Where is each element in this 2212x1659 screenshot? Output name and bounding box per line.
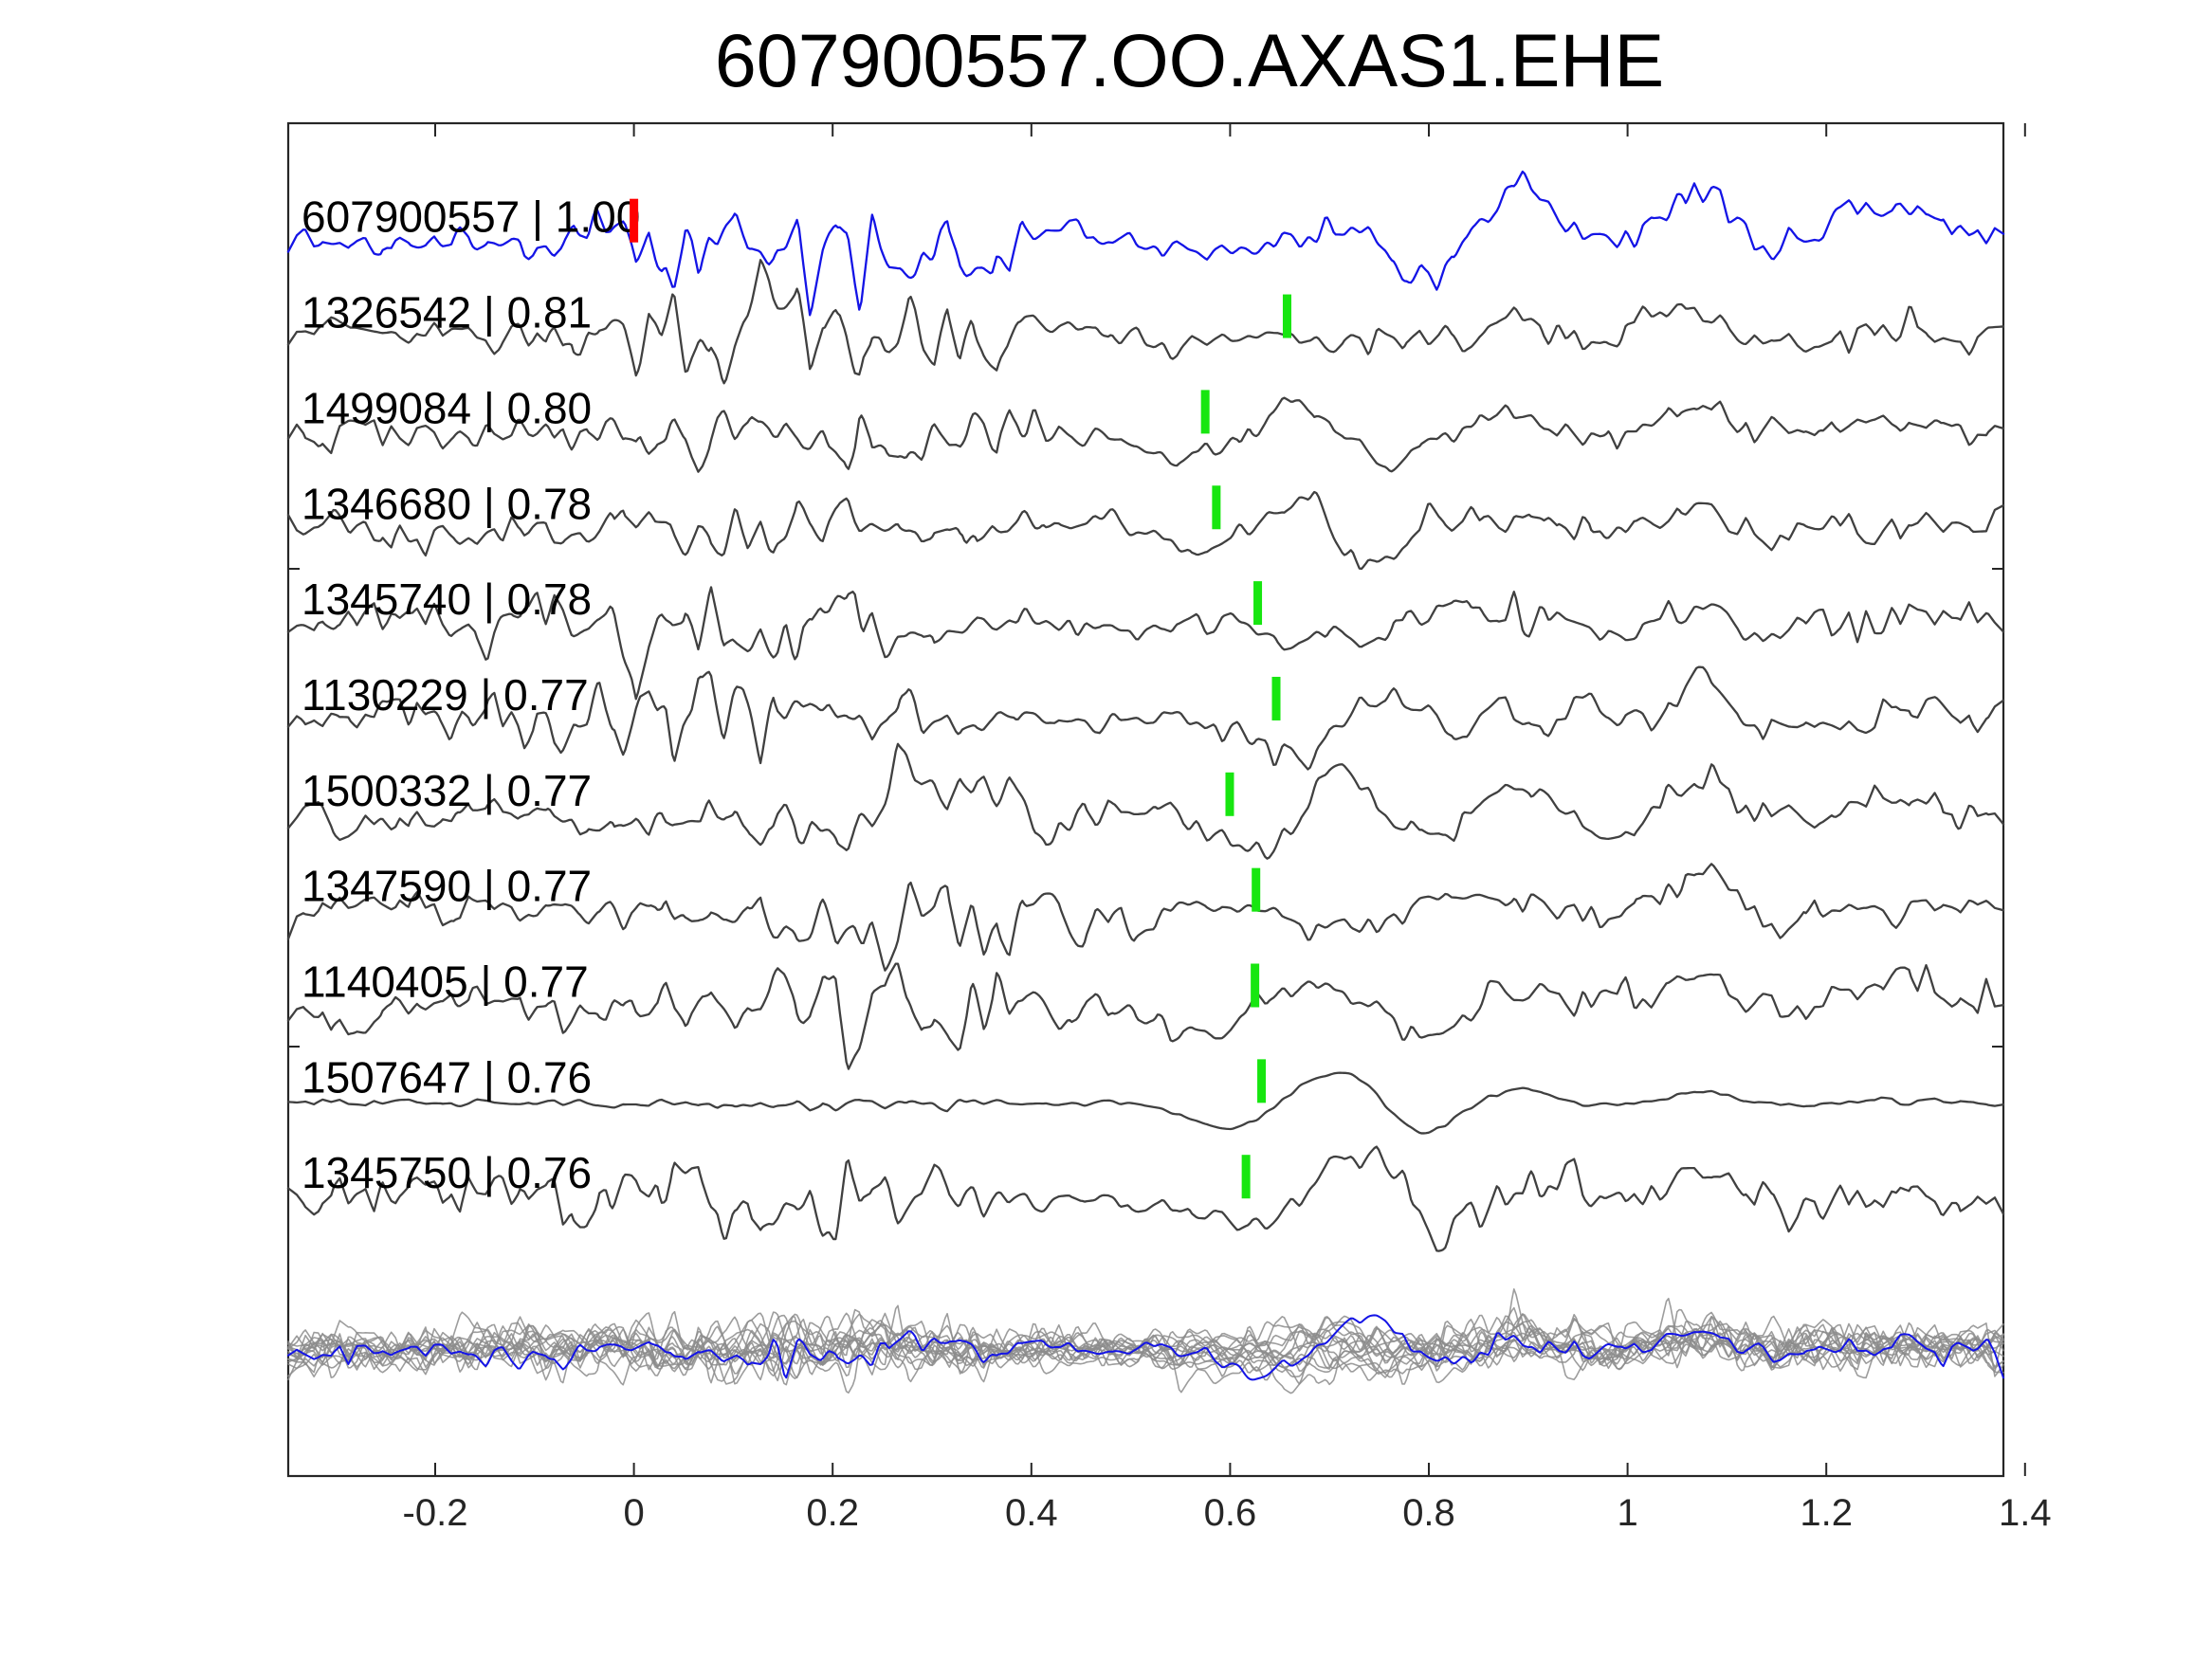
svg-text:607900557.OO.AXAS1.EHE: 607900557.OO.AXAS1.EHE bbox=[715, 18, 1664, 102]
svg-text:1.2: 1.2 bbox=[1800, 1492, 1853, 1534]
svg-text:1345740 | 0.78: 1345740 | 0.78 bbox=[302, 574, 592, 624]
svg-text:0.6: 0.6 bbox=[1204, 1492, 1257, 1534]
svg-text:1347590 | 0.77: 1347590 | 0.77 bbox=[302, 862, 592, 911]
svg-text:1507647 | 0.76: 1507647 | 0.76 bbox=[302, 1052, 592, 1102]
svg-text:1499084 | 0.80: 1499084 | 0.80 bbox=[302, 383, 592, 432]
svg-text:0.4: 0.4 bbox=[1005, 1492, 1058, 1534]
svg-text:0.8: 0.8 bbox=[1402, 1492, 1455, 1534]
svg-text:-0.2: -0.2 bbox=[403, 1492, 468, 1534]
svg-text:0: 0 bbox=[623, 1492, 644, 1534]
svg-text:1326542 | 0.81: 1326542 | 0.81 bbox=[302, 288, 592, 337]
svg-text:1.4: 1.4 bbox=[1999, 1492, 2052, 1534]
svg-text:607900557 | 1.00: 607900557 | 1.00 bbox=[302, 192, 640, 242]
svg-text:1500332 | 0.77: 1500332 | 0.77 bbox=[302, 766, 592, 815]
svg-text:1140405 | 0.77: 1140405 | 0.77 bbox=[302, 957, 589, 1007]
svg-text:1345750 | 0.76: 1345750 | 0.76 bbox=[302, 1148, 592, 1197]
svg-text:0.2: 0.2 bbox=[806, 1492, 859, 1534]
svg-text:1: 1 bbox=[1617, 1492, 1637, 1534]
svg-text:1346680 | 0.78: 1346680 | 0.78 bbox=[302, 479, 592, 528]
svg-text:1130229 | 0.77: 1130229 | 0.77 bbox=[302, 670, 589, 720]
